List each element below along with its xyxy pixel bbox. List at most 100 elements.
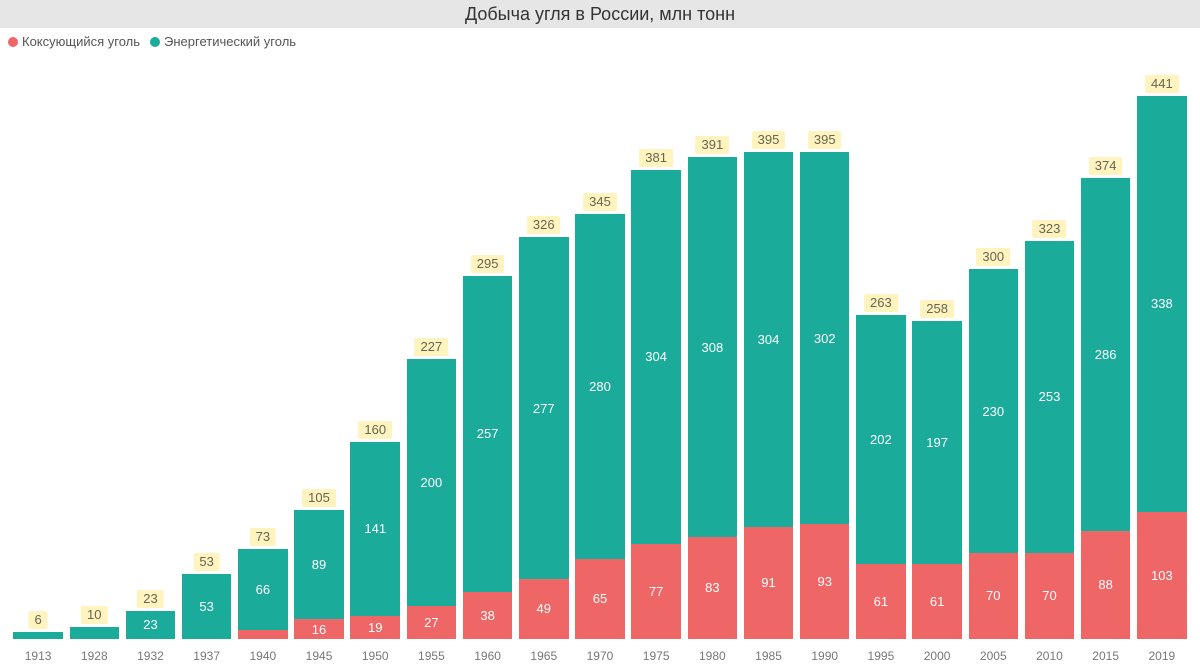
total-badge: 300: [976, 248, 1010, 266]
legend-item-coking: Коксующийся уголь: [8, 34, 140, 49]
bar-slot: 263 20261: [853, 60, 909, 639]
bar-stack: 2323: [126, 611, 175, 639]
bar-segment-coking: 61: [912, 564, 961, 639]
plot-area: 6102323535373661058916160141192272002729…: [10, 60, 1190, 639]
total-badge: 395: [752, 131, 786, 149]
bar-segment-energy: 53: [182, 574, 231, 639]
bar-stack: 29525738: [463, 276, 512, 639]
total-badge: 105: [302, 489, 336, 507]
x-tick: 1970: [572, 649, 628, 663]
bars: 6102323535373661058916160141192272002729…: [10, 60, 1190, 639]
x-tick: 1960: [460, 649, 516, 663]
bar-slot: 395 30293: [797, 60, 853, 639]
bar-slot: 38130477: [628, 60, 684, 639]
total-badge: 326: [527, 216, 561, 234]
bar-slot: 323 25370: [1021, 60, 1077, 639]
bar-slot: 6: [10, 60, 66, 639]
x-tick: 1975: [628, 649, 684, 663]
legend: Коксующийся уголь Энергетический уголь: [0, 28, 1200, 51]
total-badge: 263: [864, 294, 898, 312]
bar-stack: 30023070: [969, 269, 1018, 639]
x-tick: 1913: [10, 649, 66, 663]
bar-slot: 295 25738: [460, 60, 516, 639]
bar-slot: 441 338103: [1134, 60, 1190, 639]
bar-segment-coking: 61: [856, 564, 905, 639]
bar-stack: 6: [13, 632, 62, 639]
bar-segment-coking: 16: [294, 619, 343, 639]
bar-segment-coking: 38: [463, 592, 512, 639]
bar-segment-coking: 65: [575, 559, 624, 639]
x-tick: 1990: [797, 649, 853, 663]
chart-container: Добыча угля в России, млн тонн Коксующий…: [0, 0, 1200, 667]
x-tick: 2000: [909, 649, 965, 663]
bar-slot: 22720027: [403, 60, 459, 639]
bar-segment-coking: 77: [631, 544, 680, 639]
total-badge: 295: [471, 255, 505, 273]
bar-segment-coking: 49: [519, 579, 568, 639]
x-tick: 1955: [403, 649, 459, 663]
bar-segment-energy: 302: [800, 152, 849, 524]
bar-stack: 7366: [238, 549, 287, 639]
bar-segment-energy: 304: [631, 170, 680, 545]
bar-segment-coking: 91: [744, 527, 793, 639]
bar-stack: 10: [70, 627, 119, 639]
bar-segment-coking: 93: [800, 524, 849, 639]
total-badge: 441: [1145, 75, 1179, 93]
legend-item-energy: Энергетический уголь: [150, 34, 296, 49]
bar-slot: 39130883: [684, 60, 740, 639]
total-badge: 160: [358, 421, 392, 439]
bar-stack: 32325370: [1025, 241, 1074, 639]
legend-dot-coking: [8, 37, 18, 47]
total-badge: 6: [28, 611, 47, 629]
bar-stack: 26320261: [856, 315, 905, 639]
bar-segment-energy: 304: [744, 152, 793, 526]
x-tick: 2005: [965, 649, 1021, 663]
bar-stack: 16014119: [350, 442, 399, 639]
bar-segment-coking: 103: [1137, 512, 1186, 639]
total-badge: 395: [808, 131, 842, 149]
bar-segment-energy: 141: [350, 442, 399, 616]
bar-slot: 2323: [122, 60, 178, 639]
bar-stack: 22720027: [407, 359, 456, 639]
x-tick: 1937: [179, 649, 235, 663]
x-tick: 2010: [1021, 649, 1077, 663]
bar-segment-energy: 286: [1081, 178, 1130, 530]
bar-slot: 345 28065: [572, 60, 628, 639]
bar-segment-coking: [238, 630, 287, 639]
bar-segment-coking: 27: [407, 606, 456, 639]
bar-stack: 39130883: [688, 157, 737, 639]
bar-slot: 10: [66, 60, 122, 639]
bar-segment-energy: 253: [1025, 241, 1074, 553]
total-badge: 323: [1033, 220, 1067, 238]
total-badge: 227: [415, 338, 449, 356]
total-badge: 258: [920, 300, 954, 318]
x-tick: 2019: [1134, 649, 1190, 663]
bar-segment-energy: 338: [1137, 96, 1186, 512]
bar-stack: 34528065: [575, 214, 624, 639]
x-tick: 1950: [347, 649, 403, 663]
x-tick: 1928: [66, 649, 122, 663]
bar-stack: 5353: [182, 574, 231, 639]
bar-segment-energy: 280: [575, 214, 624, 559]
bar-stack: 39530491: [744, 152, 793, 639]
bar-stack: 25819761: [912, 321, 961, 639]
bar-segment-energy: 66: [238, 549, 287, 630]
bar-stack: 441338103: [1137, 96, 1186, 639]
x-tick: 1945: [291, 649, 347, 663]
x-tick: 1965: [516, 649, 572, 663]
bar-stack: 38130477: [631, 170, 680, 639]
x-tick: 1940: [235, 649, 291, 663]
legend-dot-energy: [150, 37, 160, 47]
total-badge: 374: [1089, 157, 1123, 175]
bar-segment-energy: 257: [463, 276, 512, 593]
bar-slot: 16014119: [347, 60, 403, 639]
bar-segment-coking: 70: [1025, 553, 1074, 639]
x-tick: 1985: [740, 649, 796, 663]
total-badge: 345: [583, 193, 617, 211]
bar-slot: 1058916: [291, 60, 347, 639]
total-badge: 53: [193, 553, 219, 571]
bar-segment-energy: 202: [856, 315, 905, 564]
bar-segment-energy: [13, 632, 62, 639]
bar-segment-coking: 70: [969, 553, 1018, 639]
legend-label-energy: Энергетический уголь: [164, 34, 296, 49]
